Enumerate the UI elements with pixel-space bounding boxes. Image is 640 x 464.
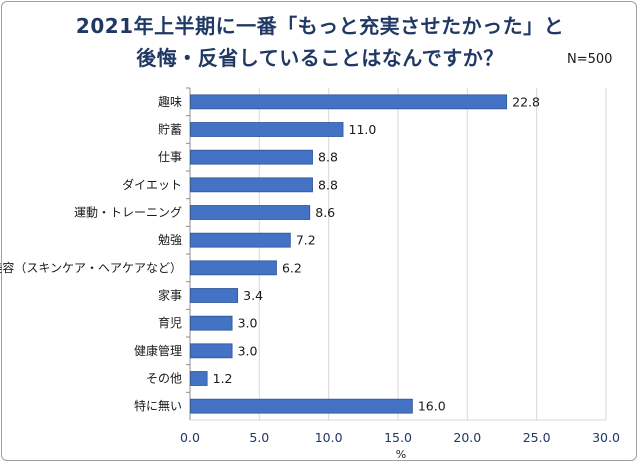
x-axis-label: % [396, 448, 406, 461]
bar [190, 205, 311, 220]
bar-value-label: 22.8 [512, 94, 540, 109]
category-label: 勉強 [158, 233, 182, 247]
bar-value-label: 3.4 [243, 288, 263, 303]
bar-value-label: 8.8 [318, 150, 338, 165]
category-label: 趣味 [158, 94, 182, 109]
chart-title-line2: 後悔・反省していることはなんですか？ [136, 46, 504, 70]
x-tick-label: 5.0 [249, 430, 269, 445]
bar-value-label: 3.0 [238, 316, 258, 331]
x-tick-label: 10.0 [315, 430, 343, 445]
bar [190, 149, 313, 165]
x-tick-label: 15.0 [384, 430, 412, 445]
bar [190, 288, 239, 303]
category-label: 仕事 [158, 150, 182, 164]
bar-value-label: 8.8 [318, 177, 338, 192]
bar [190, 315, 233, 331]
category-label: 運動・トレーニング [74, 206, 182, 220]
category-label: 貯蓄 [158, 123, 182, 137]
chart-title-line1: 2021年上半期に一番「もっと充実させたかった」と [75, 14, 565, 38]
x-tick-label: 20.0 [453, 430, 481, 445]
x-tick-label: 25.0 [523, 430, 551, 445]
category-label: 特に無い [134, 398, 182, 413]
bar [190, 177, 313, 193]
category-label: 育児 [158, 315, 182, 330]
x-tick-label: 0.0 [180, 430, 200, 445]
category-label: 美容（スキンケア・ヘアケアなど） [0, 260, 182, 275]
bar-value-label: 6.2 [282, 260, 302, 275]
bar [190, 343, 233, 359]
bar [190, 122, 344, 137]
category-label: その他 [146, 372, 182, 386]
bar [190, 398, 413, 414]
bar-value-label: 1.2 [213, 371, 233, 386]
bar-value-label: 7.2 [296, 233, 316, 248]
x-tick-label: 30.0 [592, 430, 620, 445]
bar-value-label: 8.6 [315, 205, 335, 220]
category-label: ダイエット [122, 177, 182, 192]
bar-value-label: 11.0 [349, 122, 377, 137]
bar [190, 94, 508, 110]
sample-size-note: N=500 [567, 52, 613, 67]
bar [190, 260, 277, 276]
bar [190, 371, 208, 386]
bar-value-label: 16.0 [418, 399, 446, 414]
category-label: 家事 [158, 288, 182, 303]
category-label: 健康管理 [134, 343, 182, 358]
bar-value-label: 3.0 [238, 343, 258, 358]
bar [190, 232, 291, 248]
